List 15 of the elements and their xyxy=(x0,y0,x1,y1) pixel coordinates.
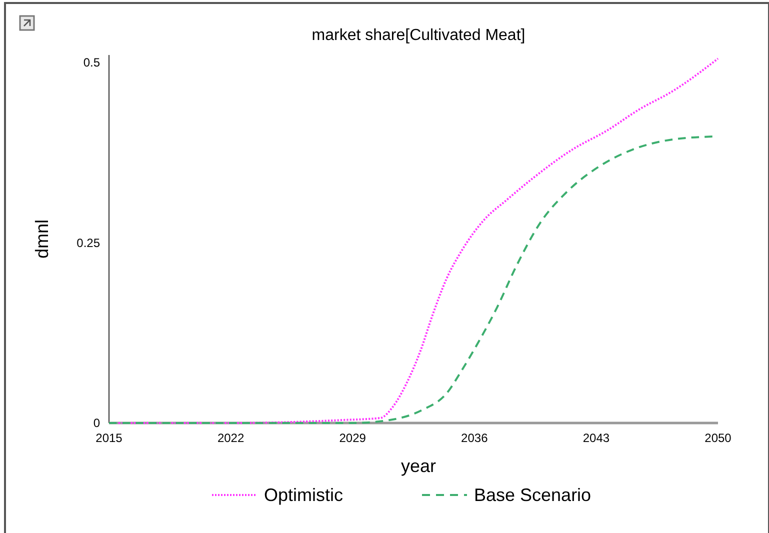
x-axis-title: year xyxy=(400,456,436,476)
chart-title: market share[Cultivated Meat] xyxy=(312,27,526,44)
x-tick-label: 2050 xyxy=(704,431,732,445)
x-tick-label: 2029 xyxy=(339,431,366,445)
x-tick-label: 2022 xyxy=(217,431,244,445)
y-tick-label: 0 xyxy=(93,416,100,430)
line-series xyxy=(108,136,714,424)
x-tick-label: 2043 xyxy=(582,431,610,445)
y-tick-label: 0.5 xyxy=(83,55,100,70)
x-tick-label: 2036 xyxy=(461,431,488,445)
x-tick-label: 2015 xyxy=(96,431,123,445)
legend-label: Optimistic xyxy=(264,485,344,505)
y-tick-label: 0.25 xyxy=(76,236,100,250)
y-axis-title: dmnl xyxy=(32,219,52,259)
legend-label: Base Scenario xyxy=(474,485,592,505)
